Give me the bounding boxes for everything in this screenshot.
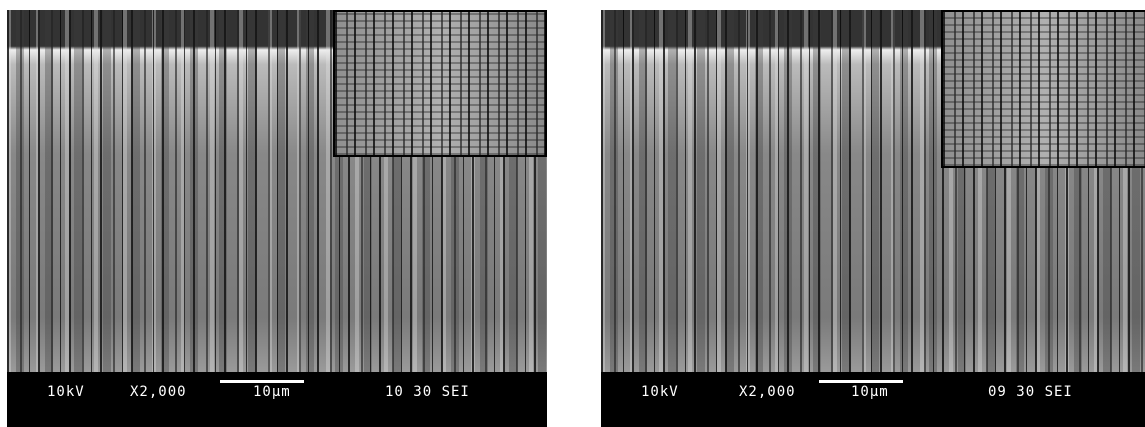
voltage: 10kV [641, 384, 679, 400]
scale-label: 10μm [253, 384, 291, 400]
info-bar: 10kV X2,000 10μm 10 30 SEI [7, 372, 547, 427]
info: 10 30 SEI [385, 384, 470, 400]
inset-image [333, 10, 547, 157]
sem-panel: 10kV X2,000 10μm 10 30 SEI [7, 10, 547, 427]
magnification: X2,000 [130, 384, 187, 400]
scale-bar [220, 380, 304, 383]
inset-image [941, 10, 1145, 168]
scale-label: 10μm [851, 384, 889, 400]
magnification: X2,000 [739, 384, 796, 400]
info: 09 30 SEI [988, 384, 1073, 400]
info-bar: 10kV X2,000 10μm 09 30 SEI [601, 372, 1145, 427]
scale-bar [819, 380, 903, 383]
voltage: 10kV [47, 384, 85, 400]
page: 10kV X2,000 10μm 10 30 SEI 10kV X2,000 1… [0, 0, 1145, 427]
sem-panel: 10kV X2,000 10μm 09 30 SEI [601, 10, 1145, 427]
